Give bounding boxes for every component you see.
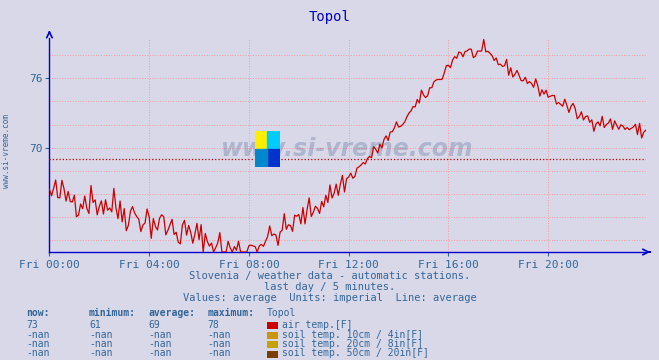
Text: Topol: Topol (267, 308, 297, 318)
Text: soil temp. 20cm / 8in[F]: soil temp. 20cm / 8in[F] (282, 339, 423, 349)
Text: -nan: -nan (148, 348, 172, 359)
Text: Values: average  Units: imperial  Line: average: Values: average Units: imperial Line: av… (183, 293, 476, 303)
Text: -nan: -nan (26, 348, 50, 359)
Text: www.si-vreme.com: www.si-vreme.com (221, 137, 474, 161)
Text: now:: now: (26, 308, 50, 318)
Text: -nan: -nan (148, 339, 172, 349)
Text: average:: average: (148, 308, 195, 318)
Text: soil temp. 50cm / 20in[F]: soil temp. 50cm / 20in[F] (282, 348, 429, 359)
Text: -nan: -nan (26, 339, 50, 349)
Text: 61: 61 (89, 320, 101, 330)
Text: -nan: -nan (89, 348, 113, 359)
Text: soil temp. 10cm / 4in[F]: soil temp. 10cm / 4in[F] (282, 330, 423, 340)
Text: www.si-vreme.com: www.si-vreme.com (2, 114, 11, 188)
Text: air temp.[F]: air temp.[F] (282, 320, 353, 330)
Bar (268, 149, 280, 167)
Text: Topol: Topol (308, 10, 351, 24)
Text: minimum:: minimum: (89, 308, 136, 318)
Text: -nan: -nan (26, 330, 50, 340)
Text: -nan: -nan (208, 348, 231, 359)
Text: 69: 69 (148, 320, 160, 330)
Text: 73: 73 (26, 320, 38, 330)
Bar (255, 149, 268, 167)
Bar (255, 131, 268, 149)
Text: -nan: -nan (89, 330, 113, 340)
Text: last day / 5 minutes.: last day / 5 minutes. (264, 282, 395, 292)
Text: maximum:: maximum: (208, 308, 254, 318)
Text: -nan: -nan (148, 330, 172, 340)
Text: -nan: -nan (208, 330, 231, 340)
Bar (268, 131, 280, 149)
Text: -nan: -nan (208, 339, 231, 349)
Text: -nan: -nan (89, 339, 113, 349)
Text: 78: 78 (208, 320, 219, 330)
Text: Slovenia / weather data - automatic stations.: Slovenia / weather data - automatic stat… (189, 271, 470, 281)
